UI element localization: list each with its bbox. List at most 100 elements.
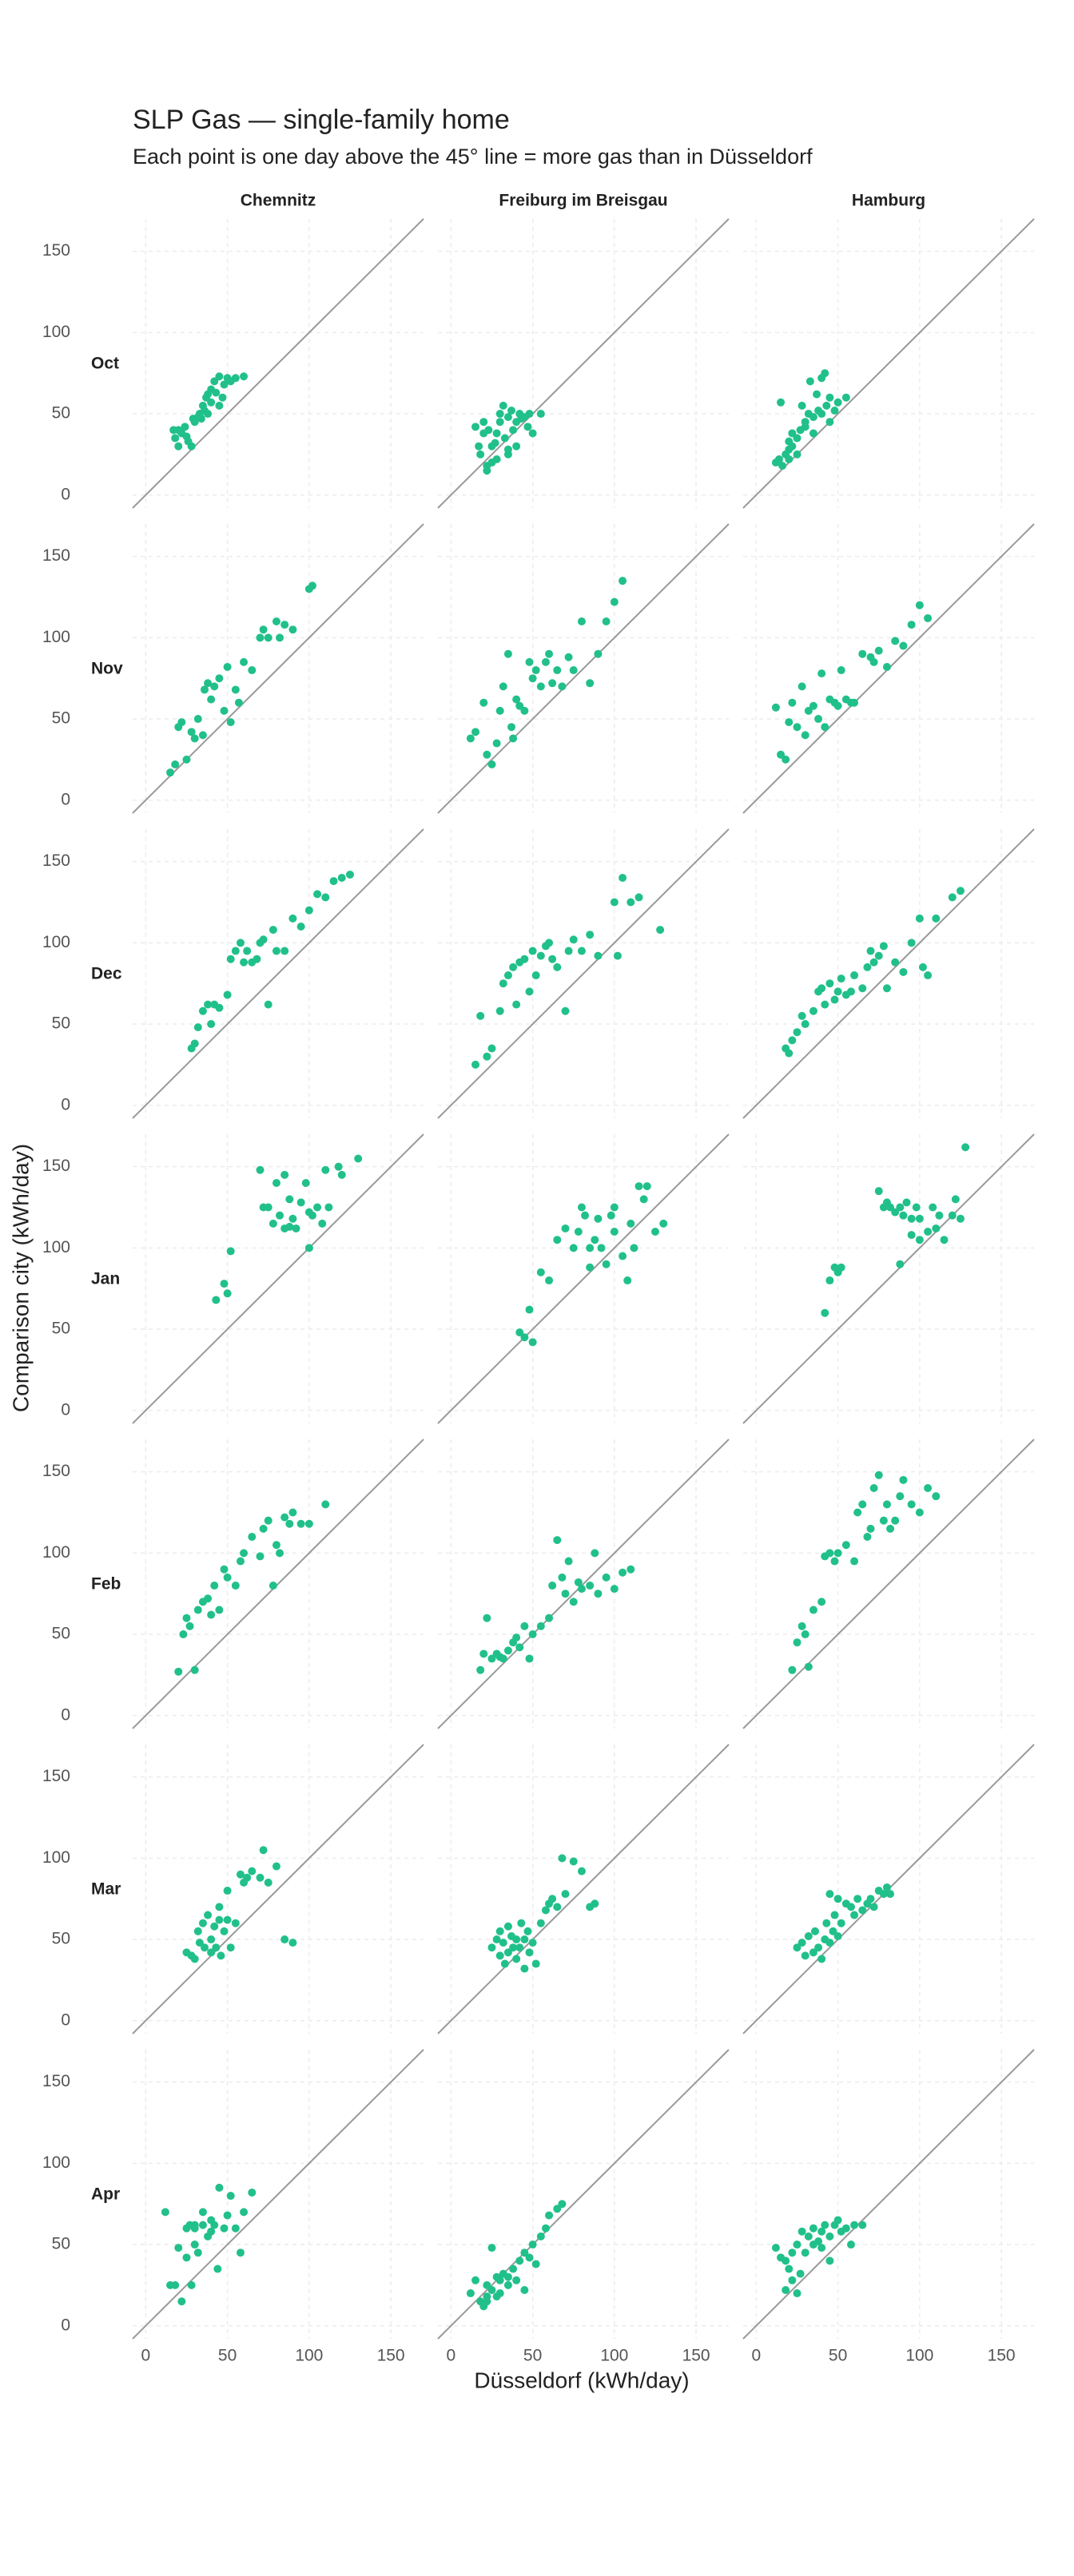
point <box>545 1613 554 1622</box>
y-tick-label: 0 <box>61 790 70 808</box>
point <box>220 706 229 715</box>
point <box>220 2224 229 2233</box>
point <box>193 1023 202 1032</box>
y-tick-label: 50 <box>52 404 70 423</box>
point <box>503 2280 512 2289</box>
point <box>215 1915 224 1924</box>
point <box>809 429 817 438</box>
point <box>476 1665 485 1674</box>
point <box>499 1939 507 1947</box>
point <box>313 1203 322 1212</box>
point <box>515 701 524 710</box>
point <box>234 698 243 707</box>
point <box>940 1236 949 1244</box>
point <box>874 1471 883 1479</box>
point <box>483 1052 491 1061</box>
point <box>212 1943 221 1952</box>
row-label: Oct <box>91 355 119 373</box>
y-tick-label: 100 <box>42 323 70 341</box>
point <box>874 951 883 960</box>
point <box>296 923 305 931</box>
point <box>778 462 787 470</box>
point <box>553 1536 562 1545</box>
point <box>548 1895 557 1903</box>
point <box>613 951 622 960</box>
point <box>788 442 797 451</box>
point <box>296 1519 305 1528</box>
y-tick-label: 150 <box>42 1767 70 1785</box>
point <box>866 1524 875 1533</box>
point <box>495 1927 504 1935</box>
point <box>525 2253 534 2262</box>
point <box>886 1524 895 1533</box>
point <box>471 423 480 431</box>
reference-line <box>132 828 424 1119</box>
x-tick-label: 100 <box>905 2347 933 2365</box>
point <box>837 666 845 675</box>
point <box>182 2253 191 2262</box>
point <box>650 1228 659 1236</box>
point <box>793 1638 802 1647</box>
point <box>869 958 878 966</box>
point <box>626 898 635 907</box>
reference-line <box>437 1133 730 1424</box>
point <box>236 2249 245 2257</box>
point <box>204 410 213 419</box>
point <box>915 914 924 923</box>
point <box>268 1219 277 1228</box>
point <box>536 1621 545 1630</box>
reference-line <box>132 1133 424 1424</box>
y-tick-label: 100 <box>42 628 70 646</box>
point <box>483 1613 491 1622</box>
point <box>280 1513 289 1522</box>
point <box>495 1951 504 1960</box>
point <box>825 1276 834 1285</box>
point <box>899 1475 908 1484</box>
point <box>204 390 213 399</box>
reference-line <box>437 1439 730 1729</box>
point <box>226 1943 235 1952</box>
point <box>610 898 619 907</box>
point <box>536 2232 545 2241</box>
reference-line <box>437 523 730 814</box>
point <box>801 1630 809 1639</box>
point <box>619 1568 627 1577</box>
point <box>785 1049 794 1058</box>
point <box>932 914 941 923</box>
point <box>517 1919 526 1927</box>
point <box>210 682 219 691</box>
point <box>569 1244 578 1252</box>
point <box>166 768 175 777</box>
point <box>259 1203 268 1212</box>
point <box>520 2249 529 2257</box>
point <box>846 987 855 996</box>
point <box>804 2232 813 2241</box>
point <box>793 2289 802 2298</box>
point <box>825 1939 834 1947</box>
point <box>190 734 199 743</box>
point <box>558 682 567 691</box>
point <box>512 695 521 704</box>
point <box>189 415 197 423</box>
point <box>850 1557 859 1566</box>
point <box>798 1939 806 1947</box>
point <box>879 1890 888 1899</box>
point <box>528 2241 537 2249</box>
point <box>821 1000 829 1009</box>
point <box>179 1630 188 1639</box>
row-label: Nov <box>91 660 123 678</box>
point <box>476 1011 485 1020</box>
point <box>586 679 595 688</box>
point <box>495 1006 504 1015</box>
point <box>548 955 557 963</box>
point <box>561 1890 570 1899</box>
point <box>577 1867 586 1875</box>
point <box>515 1643 524 1652</box>
y-tick-label: 50 <box>52 2235 70 2253</box>
point <box>308 581 316 590</box>
point <box>569 1598 578 1606</box>
point <box>491 439 499 447</box>
point <box>177 718 186 727</box>
point <box>531 666 540 675</box>
